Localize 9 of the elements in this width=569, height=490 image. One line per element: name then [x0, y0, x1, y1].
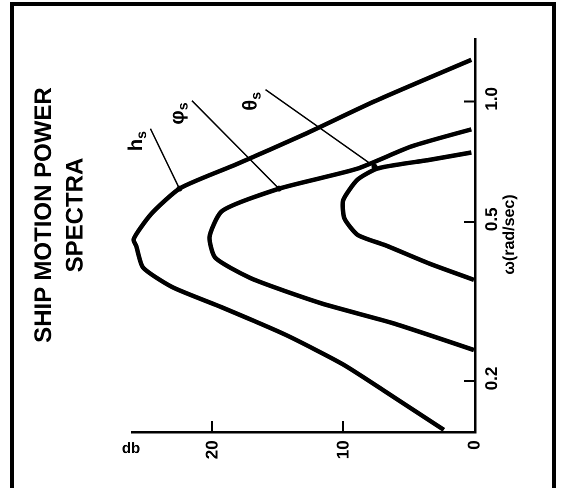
x-tick-label: 0	[464, 440, 484, 450]
y-tick-label: 0.5	[482, 207, 501, 232]
x-tick-label: 10	[334, 440, 353, 460]
text: SHIP MOTION POWER SPECTRA	[30, 87, 88, 343]
y-tick-label: 1.0	[482, 86, 501, 111]
x-axis-title: db	[122, 440, 140, 457]
y-tick-label: 0.2	[482, 366, 501, 390]
y-axis-title: ω(rad/sec)	[500, 194, 518, 275]
x-tick-label: 20	[202, 440, 222, 460]
